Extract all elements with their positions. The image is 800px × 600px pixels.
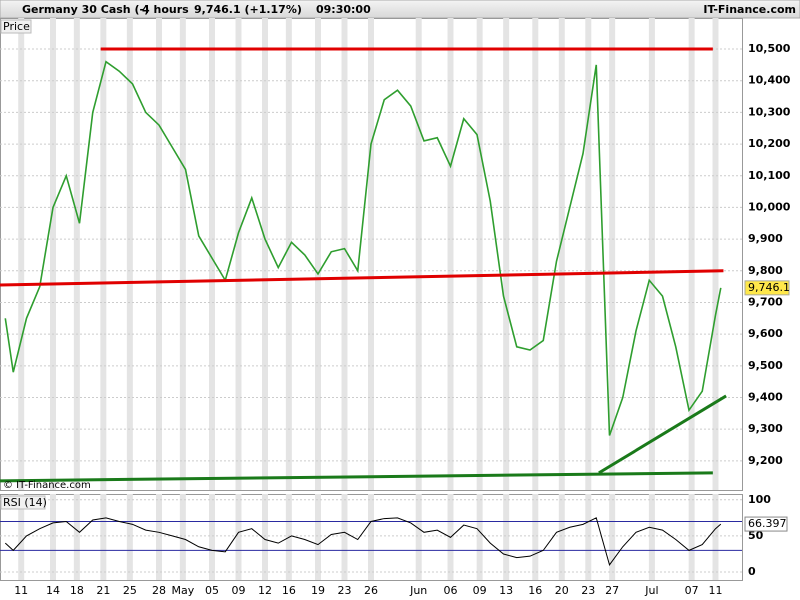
time: 09:30:00 [316, 3, 371, 16]
watermark: © IT-Finance.com [3, 480, 91, 491]
instrument: Germany 30 Cash (-) [22, 3, 149, 16]
x-tick-label: 09 [473, 584, 487, 597]
x-tick-label: 11 [14, 584, 28, 597]
y-tick-label: 9,300 [748, 422, 783, 435]
x-tick-label: 19 [311, 584, 325, 597]
x-tick-label: Jul [644, 584, 658, 597]
trendline [0, 471, 713, 483]
panel-label: RSI (14) [3, 496, 47, 509]
x-tick-label: 06 [444, 584, 458, 597]
label-box [0, 19, 32, 34]
trendline [598, 394, 727, 475]
y-tick-label: 10,200 [748, 137, 791, 150]
x-tick-label: 14 [46, 584, 60, 597]
panel-label: Price [3, 20, 30, 33]
y-tick-label: 0 [748, 565, 756, 578]
label-box [0, 495, 46, 510]
x-tick-label: 23 [581, 584, 595, 597]
timeframe: 4 hours [142, 3, 189, 16]
brand: IT-Finance.com [703, 3, 796, 16]
x-tick-label: 18 [70, 584, 84, 597]
price-tag [744, 280, 790, 296]
x-tick-label: 28 [152, 584, 166, 597]
x-tick-label: 16 [528, 584, 542, 597]
y-tick-label: 10,000 [748, 200, 791, 213]
y-tick-label: 9,800 [748, 264, 783, 277]
x-tick-label: 27 [605, 584, 619, 597]
x-tick-label: 26 [364, 584, 378, 597]
x-tick-label: 05 [205, 584, 219, 597]
x-tick-label: 13 [499, 584, 513, 597]
y-tick-label: 9,500 [748, 359, 783, 372]
y-tick-label: 9,600 [748, 327, 783, 340]
x-tick-label: May [171, 584, 194, 597]
x-tick-label: 23 [338, 584, 352, 597]
x-tick-label: 20 [555, 584, 569, 597]
y-tick-label: 9,400 [748, 391, 783, 404]
price-tag-label: 9,746.1 [748, 281, 790, 294]
y-tick-label: 10,400 [748, 74, 791, 87]
y-tick-label: 9,200 [748, 454, 783, 467]
series-line [4, 60, 722, 436]
y-tick-label: 50 [748, 529, 764, 542]
x-tick-label: 21 [96, 584, 110, 597]
x-tick-label: 09 [232, 584, 246, 597]
trendline [0, 269, 724, 287]
x-tick-label: 12 [258, 584, 272, 597]
y-tick-label: 9,900 [748, 232, 783, 245]
value-tag-label: 66.397 [748, 517, 787, 530]
y-tick-label: 100 [748, 493, 771, 506]
quote: 9,746.1 (+1.17%) [194, 3, 302, 16]
y-tick-label: 10,100 [748, 169, 791, 182]
y-tick-label: 10,300 [748, 105, 791, 118]
x-tick-label: 25 [123, 584, 137, 597]
series-line [4, 517, 722, 566]
x-tick-label: 11 [709, 584, 723, 597]
x-tick-label: 07 [685, 584, 699, 597]
y-tick-label: 9,700 [748, 295, 783, 308]
y-tick-label: 10,500 [748, 42, 791, 55]
value-tag [744, 516, 788, 532]
plots: 9,200 9,300 9,400 9,500 9,600 9,700 9,800 9,900… [0, 18, 791, 597]
x-tick-label: Jun [409, 584, 427, 597]
x-tick-label: 16 [282, 584, 296, 597]
